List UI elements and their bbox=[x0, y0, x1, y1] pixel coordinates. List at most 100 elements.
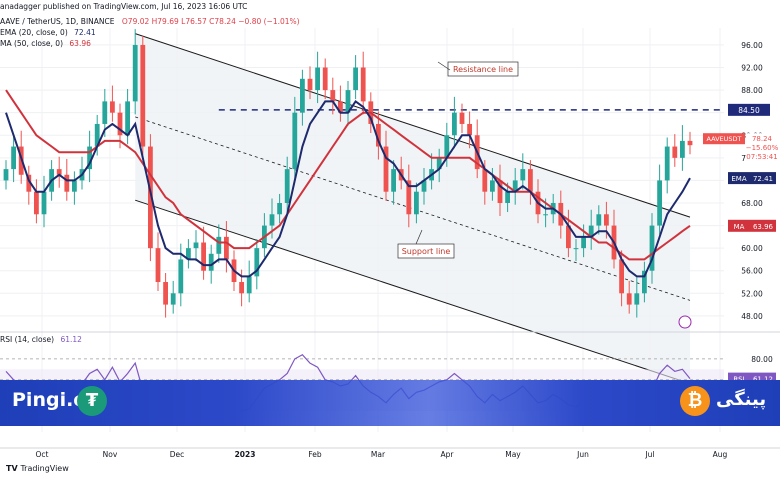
candle-body bbox=[664, 146, 670, 181]
annotation-box bbox=[397, 243, 455, 259]
ema-value-tag-label: 72.41 bbox=[753, 175, 773, 183]
channel-midline bbox=[135, 116, 691, 301]
y-tick-label: 68.00 bbox=[741, 199, 763, 208]
symbol-name: AAVE / TetherUS, 1D, BINANCE bbox=[0, 17, 115, 26]
candle-body bbox=[353, 67, 358, 91]
y-tick-label: 92.00 bbox=[741, 64, 763, 73]
y-tick-label: 88.00 bbox=[741, 86, 763, 95]
y-tick-label: 52.00 bbox=[741, 289, 763, 298]
candle-body bbox=[132, 44, 138, 102]
candle-body bbox=[322, 67, 328, 91]
candle-body bbox=[444, 135, 450, 158]
candle-body bbox=[573, 248, 579, 250]
last-price-tag-label: 07:53:41 bbox=[746, 153, 777, 161]
candle-body bbox=[34, 191, 39, 215]
candle-body bbox=[300, 78, 305, 113]
candle-body bbox=[186, 248, 191, 260]
candle-body bbox=[338, 101, 343, 113]
candle-body bbox=[436, 157, 442, 170]
ema-tag bbox=[728, 172, 750, 185]
candle-body bbox=[11, 146, 16, 170]
x-tick-label: Feb bbox=[308, 450, 322, 459]
ma-value-tag-label: 63.96 bbox=[753, 223, 774, 231]
candle-body bbox=[163, 282, 168, 305]
ma-legend[interactable]: MA (50, close, 0) 63.96 bbox=[0, 39, 91, 48]
candle-body bbox=[193, 242, 199, 249]
channel-fill bbox=[135, 33, 690, 384]
candle-body bbox=[155, 248, 161, 283]
ma-legend-value: 63.96 bbox=[69, 39, 91, 48]
candle-body bbox=[376, 123, 381, 147]
ohlc-values: O79.02 H79.69 L76.57 C78.24 −0.80 (−1.01… bbox=[121, 17, 300, 26]
candle-body bbox=[56, 169, 62, 175]
candle-body bbox=[330, 90, 336, 102]
candle-body bbox=[626, 293, 632, 305]
candle-body bbox=[391, 169, 396, 192]
symbol-tag bbox=[703, 133, 745, 145]
x-tick-label: Mar bbox=[371, 450, 386, 459]
candle-body bbox=[102, 101, 108, 124]
candle-body bbox=[125, 101, 130, 136]
brand-right-text: پینگی bbox=[716, 389, 767, 410]
channel-lower-line bbox=[135, 199, 691, 385]
x-tick-label: 2023 bbox=[235, 450, 256, 459]
rsi-legend[interactable]: RSI (14, close) 61.12 bbox=[0, 335, 82, 344]
candle-body bbox=[467, 123, 472, 136]
candle-body bbox=[201, 242, 206, 271]
candle-body bbox=[170, 293, 176, 305]
candle-body bbox=[680, 140, 685, 158]
candle-body bbox=[360, 67, 366, 102]
candle-body bbox=[543, 214, 548, 216]
ma-tag-label: MA bbox=[734, 223, 745, 231]
candle-body bbox=[178, 259, 184, 294]
brand-left-text: Pingi.co bbox=[12, 389, 98, 411]
x-tick-label: Oct bbox=[36, 450, 49, 459]
candle-body bbox=[421, 180, 427, 192]
ema-legend[interactable]: EMA (20, close, 0) 72.41 bbox=[0, 28, 96, 37]
resistance-price-tag-label: 84.50 bbox=[738, 106, 760, 115]
tradingview-label: TradingView bbox=[20, 464, 69, 473]
candle-body bbox=[284, 169, 290, 203]
annotation-text: Support line bbox=[402, 247, 451, 256]
tradingview-logo[interactable]: TV TradingView bbox=[6, 464, 69, 473]
symbol-tag-label: AAVEUSDT bbox=[706, 135, 741, 143]
candle-body bbox=[642, 270, 647, 294]
y-tick-label: 96.00 bbox=[741, 41, 763, 50]
ma-legend-label: MA (50, close, 0) bbox=[0, 39, 64, 48]
candle-body bbox=[649, 225, 655, 271]
rsi-legend-label: RSI (14, close) bbox=[0, 335, 55, 344]
candle-body bbox=[94, 123, 100, 147]
candle-body bbox=[117, 112, 123, 136]
candle-body bbox=[672, 146, 678, 158]
candle-body bbox=[512, 180, 518, 192]
x-tick-label: Jul bbox=[644, 450, 654, 459]
brand-banner bbox=[0, 380, 780, 426]
candle-body bbox=[596, 214, 602, 226]
candle-body bbox=[490, 180, 495, 192]
candle-body bbox=[239, 282, 244, 294]
y-tick-label: 48.00 bbox=[741, 312, 763, 321]
candle-body bbox=[566, 225, 571, 249]
candle-body bbox=[292, 112, 298, 170]
rsi-tag-label: RSI bbox=[733, 376, 744, 384]
ema-tag-label: EMA bbox=[731, 175, 746, 183]
candle-body bbox=[383, 146, 389, 192]
rsi-tick-label: 80.00 bbox=[751, 355, 773, 364]
candle-body bbox=[246, 276, 252, 294]
candle-body bbox=[307, 78, 313, 91]
candle-body bbox=[497, 180, 503, 203]
x-tick-label: Aug bbox=[713, 450, 728, 459]
candle-body bbox=[459, 112, 465, 124]
candle-body bbox=[140, 44, 146, 147]
tether-icon: ₮ bbox=[77, 386, 107, 416]
candle-body bbox=[64, 174, 70, 192]
candle-body bbox=[148, 146, 153, 249]
y-tick-label: 56.00 bbox=[741, 267, 763, 276]
candle-body bbox=[581, 236, 586, 249]
candle-body bbox=[208, 253, 214, 271]
candle-body bbox=[315, 67, 320, 91]
candle-body bbox=[254, 248, 260, 277]
candle-body bbox=[277, 202, 282, 215]
last-price-tag-label: 78.24 bbox=[752, 135, 773, 143]
